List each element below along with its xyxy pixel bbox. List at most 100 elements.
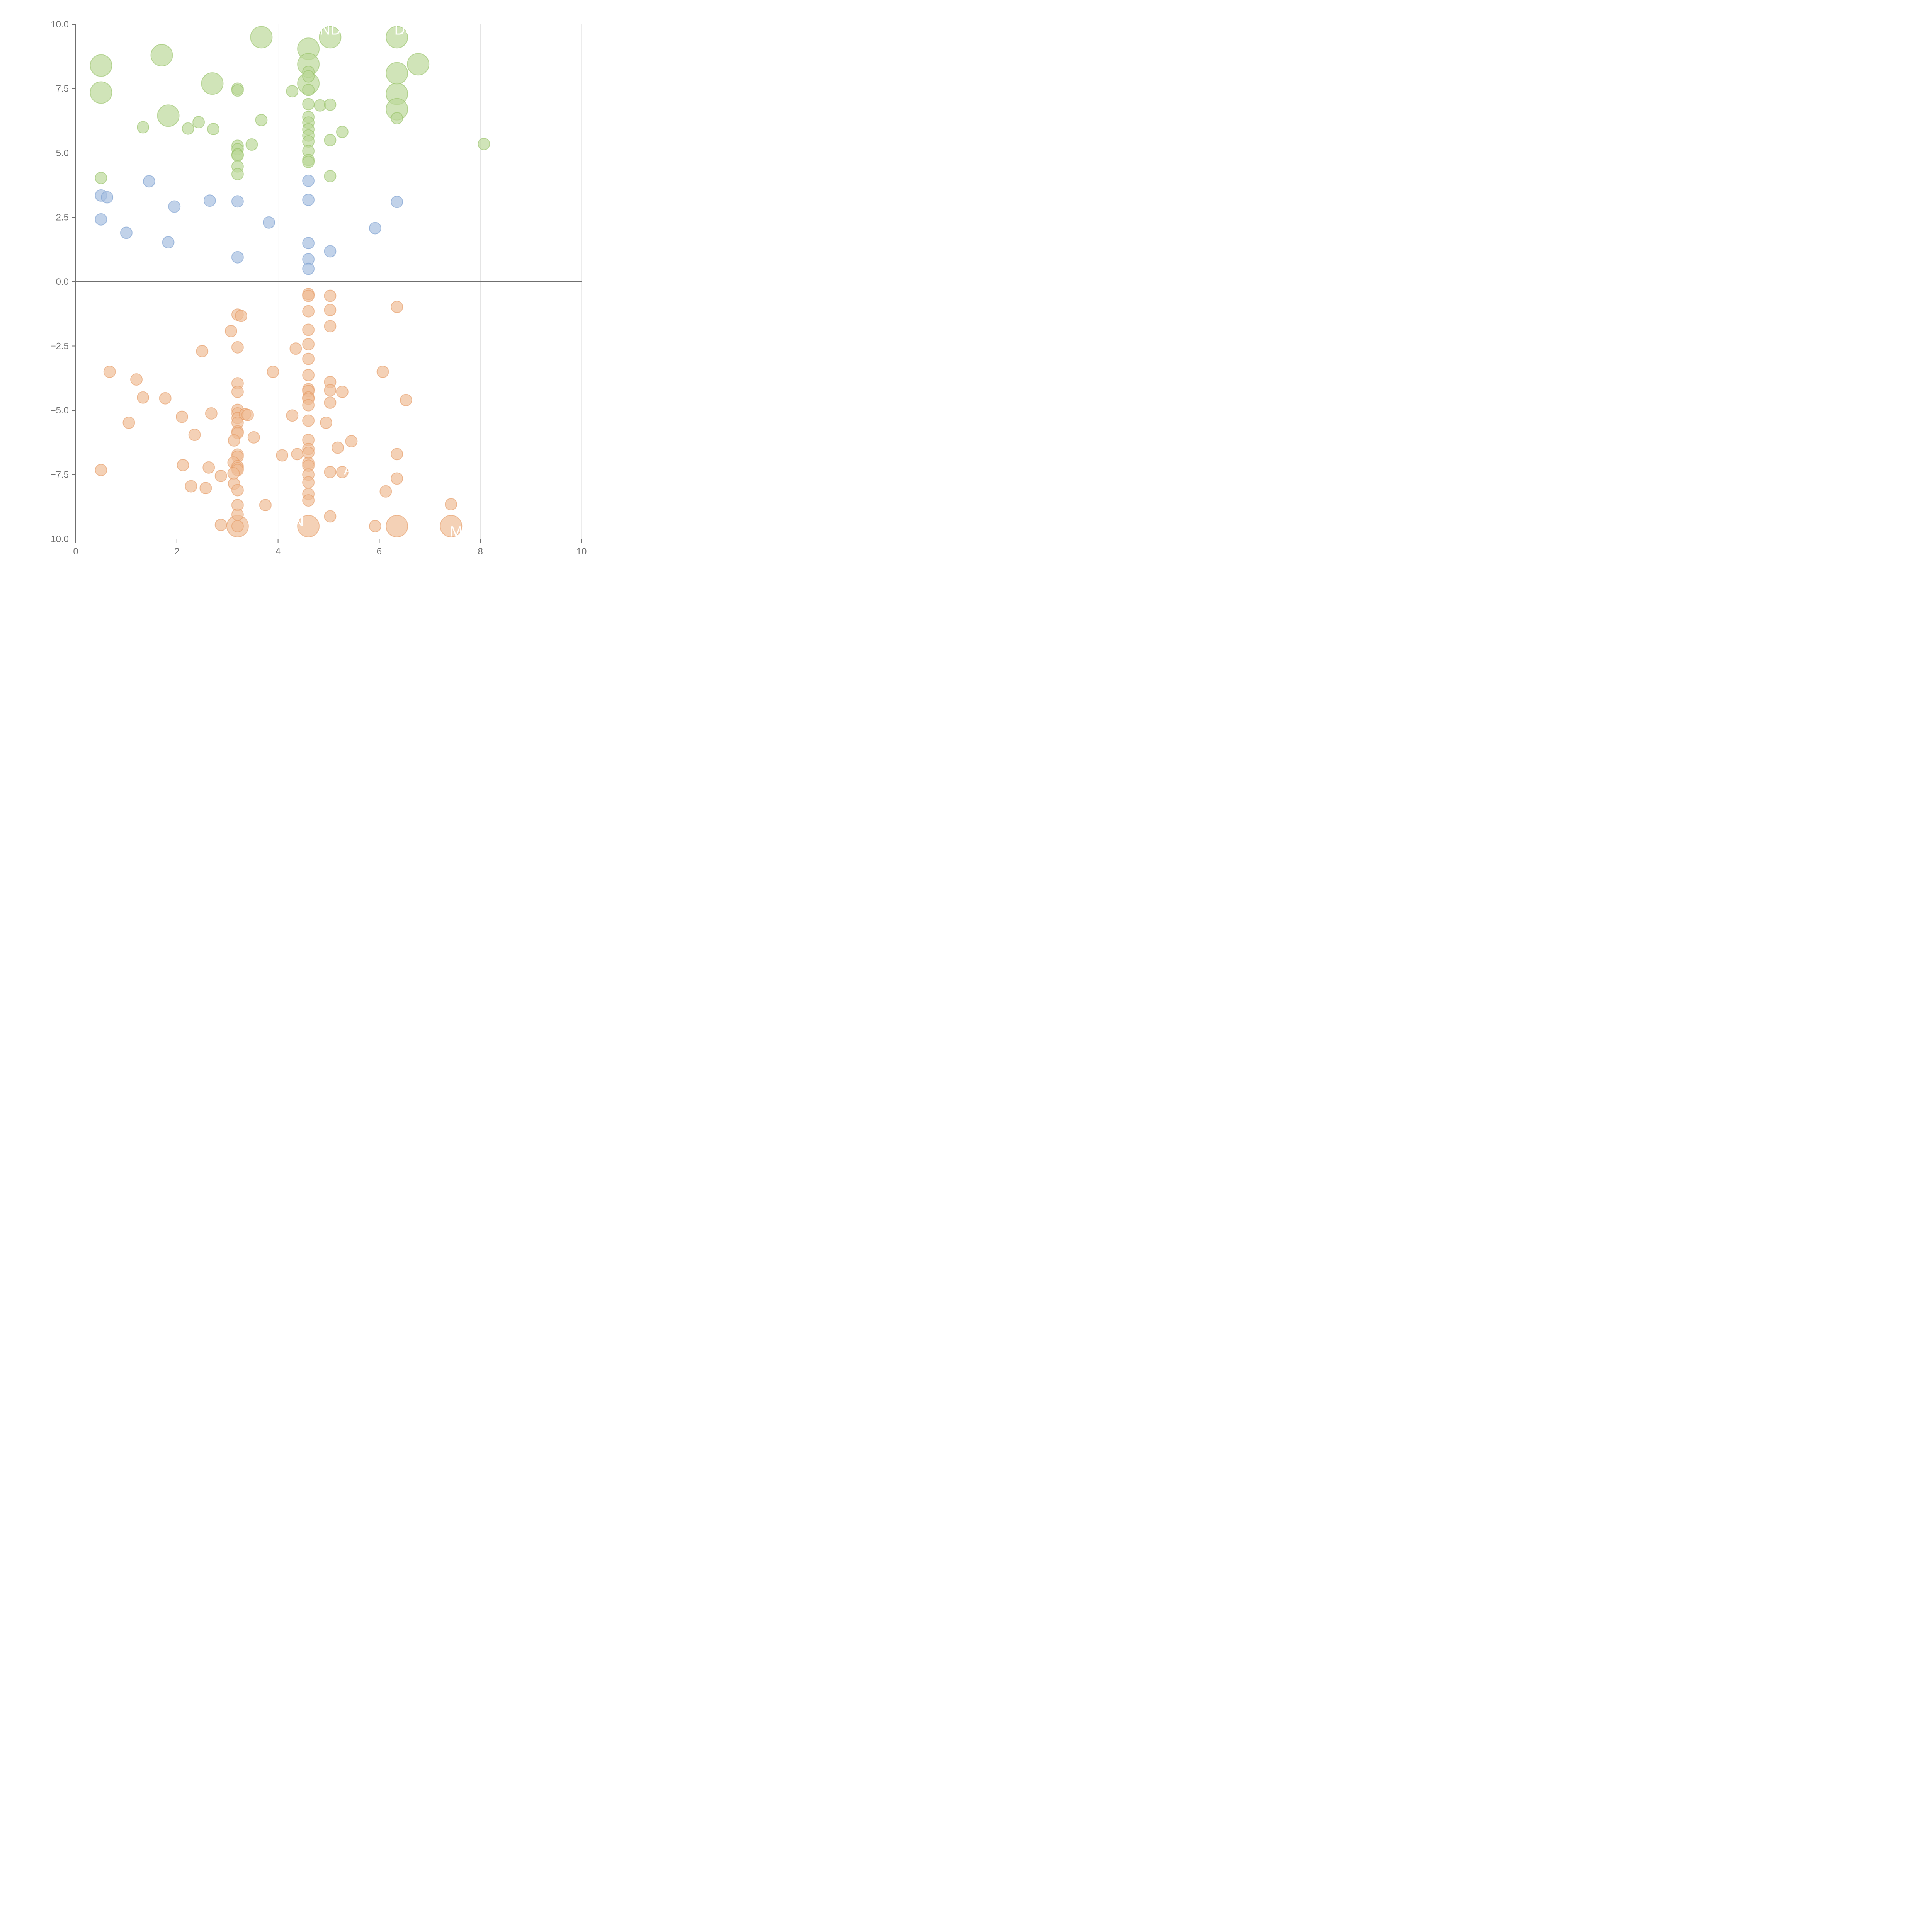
green-point [386,62,408,85]
orange-point [302,414,315,427]
blue-point [203,194,216,207]
orange-point [297,515,320,537]
orange-point [291,448,304,461]
green-point [324,134,337,146]
orange-point [302,323,315,336]
blue-point [101,191,114,204]
orange-point [205,407,218,420]
green-point [207,123,220,136]
blue-point [302,194,315,206]
blue-point [263,216,276,229]
orange-point [324,384,337,397]
orange-point [302,399,315,412]
orange-point [324,466,337,478]
orange-point [137,391,150,404]
green-point [302,70,315,83]
green-point [319,26,342,49]
orange-point [196,345,209,357]
y-tick-label: −2.5 [51,341,69,352]
green-point [231,168,244,180]
orange-point [324,289,337,302]
orange-point [130,373,143,386]
green-point [245,138,258,151]
green-point [90,81,112,104]
orange-point [231,386,244,398]
green-point [478,138,490,150]
orange-point [336,466,349,478]
y-tick-label: 10.0 [51,19,69,30]
blue-point [302,174,315,187]
orange-point [177,459,189,471]
orange-point [302,369,315,381]
blue-point [143,175,155,188]
blue-point [162,236,175,249]
orange-point [227,467,240,480]
green-point [90,54,112,77]
green-point [150,44,173,66]
green-point [302,156,315,168]
x-tick-label: 0 [73,546,78,557]
green-point [137,121,150,134]
green-point [201,72,224,95]
blue-point [120,226,133,239]
point-label: A [344,462,354,478]
orange-point [391,448,403,461]
point-label: N [293,514,304,530]
orange-point [386,515,408,537]
orange-point [445,498,457,511]
orange-point [231,341,244,354]
green-point [407,53,430,76]
orange-point [302,352,315,365]
green-point [157,104,180,127]
y-tick-label: −5.0 [51,405,69,416]
orange-point [324,320,337,333]
green-point [95,172,107,184]
blue-point [391,196,403,208]
orange-point [302,338,315,350]
orange-point [379,485,392,498]
y-tick-label: 2.5 [56,213,69,223]
orange-point [199,482,212,495]
orange-point [188,429,201,441]
green-point [336,126,349,138]
orange-point [332,441,344,454]
green-point [391,112,403,125]
orange-point [369,520,381,532]
orange-point [302,476,315,489]
orange-point [214,519,227,531]
orange-point [391,301,403,313]
orange-point [320,416,332,429]
axis-layer: 10.0 7.5 5.0 2.5 0.0 −2.5 −5.0 −7.5 −10.0 0 2 4 6 8 10 [45,19,587,557]
green-point [250,26,273,49]
x-tick-label: 2 [174,546,179,557]
orange-point [345,435,358,447]
orange-point [289,342,302,355]
chart-svg: 10.07.55.02.50.0−2.5−5.0−7.5−10.00 2 4 6 8 10… [45,19,587,557]
blue-point [302,262,315,275]
scatter-chart: 10.0 7.5 5.0 2.5 0.0 −2.5 −5.0 −7.5 −10.0 0 2 4 6 8 10… [0,0,606,606]
blue-point [369,222,381,235]
orange-point [302,494,315,507]
orange-point [235,310,248,322]
green-point [192,116,205,129]
green-point [302,83,315,96]
green-point [182,122,194,135]
green-point [255,114,268,126]
orange-point [376,366,389,378]
point-label: ONDI [308,22,345,38]
blue-point [302,237,315,250]
orange-point [324,396,337,409]
green-point [324,170,337,182]
point-label: MO [450,524,474,540]
orange-point [391,472,403,485]
y-tick-label: −10.0 [45,534,69,544]
green-point [302,98,315,111]
x-tick-label: 4 [276,546,281,557]
blue-point [168,200,181,213]
x-tick-label: 8 [478,546,483,557]
y-tick-label: −7.5 [51,470,69,480]
green-point [286,85,299,98]
orange-point [231,520,244,532]
orange-point [324,304,337,316]
orange-point [228,434,240,447]
